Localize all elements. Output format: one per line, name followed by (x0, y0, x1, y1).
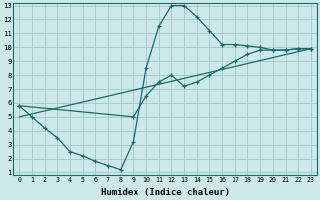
X-axis label: Humidex (Indice chaleur): Humidex (Indice chaleur) (100, 188, 229, 197)
